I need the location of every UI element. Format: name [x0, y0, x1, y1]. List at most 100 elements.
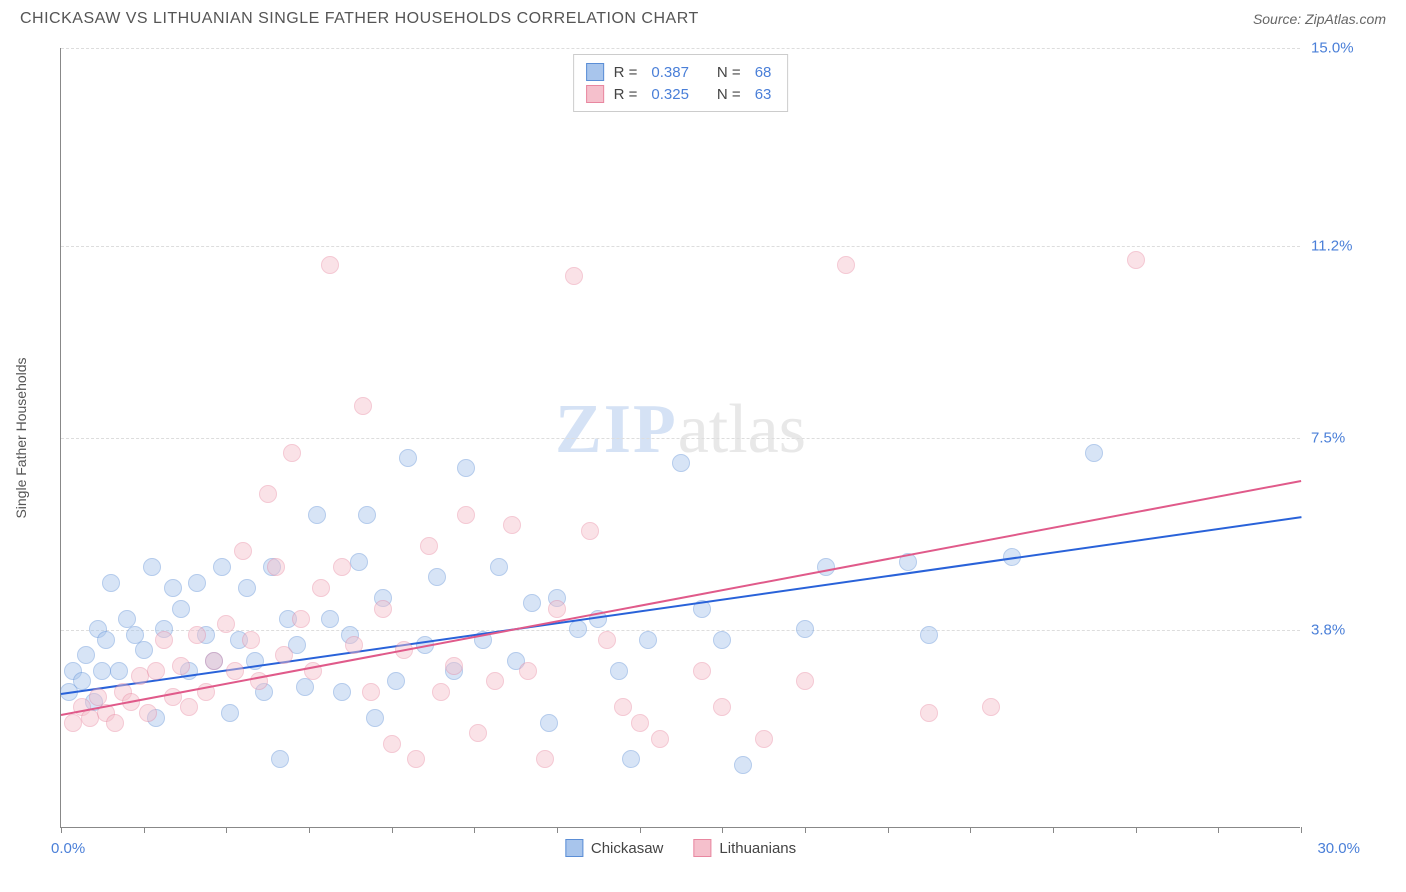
x-tick	[1218, 827, 1219, 833]
data-point	[598, 631, 616, 649]
legend-series-name: Chickasaw	[591, 840, 664, 857]
data-point	[283, 444, 301, 462]
watermark-zip: ZIP	[555, 391, 678, 468]
gridline	[61, 48, 1300, 49]
data-point	[457, 459, 475, 477]
data-point	[614, 698, 632, 716]
data-point	[490, 558, 508, 576]
data-point	[345, 636, 363, 654]
x-tick	[640, 827, 641, 833]
source-attribution: Source: ZipAtlas.com	[1253, 11, 1386, 27]
data-point	[457, 506, 475, 524]
data-point	[350, 553, 368, 571]
data-point	[172, 600, 190, 618]
data-point	[234, 542, 252, 560]
data-point	[407, 750, 425, 768]
data-point	[581, 522, 599, 540]
data-point	[188, 574, 206, 592]
data-point	[164, 579, 182, 597]
data-point	[77, 646, 95, 664]
data-point	[374, 600, 392, 618]
data-point	[106, 714, 124, 732]
legend-row: R = 0.325N = 63	[586, 83, 776, 105]
data-point	[213, 558, 231, 576]
data-point	[143, 558, 161, 576]
data-point	[639, 631, 657, 649]
legend-n-value: 68	[755, 64, 772, 81]
legend-r-label: R =	[614, 64, 638, 81]
data-point	[982, 698, 1000, 716]
data-point	[188, 626, 206, 644]
data-point	[312, 579, 330, 597]
scatter-chart: Single Father Households ZIPatlas 0.0% 3…	[60, 48, 1300, 828]
data-point	[131, 667, 149, 685]
x-tick	[557, 827, 558, 833]
data-point	[383, 735, 401, 753]
x-tick	[1301, 827, 1302, 833]
data-point	[205, 652, 223, 670]
y-axis-title: Single Father Households	[13, 357, 29, 518]
trendline	[61, 480, 1301, 716]
data-point	[321, 256, 339, 274]
data-point	[259, 485, 277, 503]
data-point	[242, 631, 260, 649]
data-point	[97, 631, 115, 649]
data-point	[147, 662, 165, 680]
data-point	[920, 704, 938, 722]
data-point	[796, 672, 814, 690]
data-point	[1085, 444, 1103, 462]
legend-row: R = 0.387 N = 68	[586, 61, 776, 83]
data-point	[93, 662, 111, 680]
x-tick	[722, 827, 723, 833]
data-point	[333, 683, 351, 701]
data-point	[292, 610, 310, 628]
source-name: ZipAtlas.com	[1305, 11, 1386, 27]
data-point	[920, 626, 938, 644]
data-point	[321, 610, 339, 628]
legend-swatch-icon	[586, 63, 604, 81]
data-point	[221, 704, 239, 722]
y-tick-label: 11.2%	[1311, 237, 1352, 254]
x-tick	[888, 827, 889, 833]
data-point	[110, 662, 128, 680]
data-point	[631, 714, 649, 732]
data-point	[817, 558, 835, 576]
y-tick-label: 15.0%	[1311, 40, 1354, 57]
data-point	[155, 631, 173, 649]
data-point	[734, 756, 752, 774]
data-point	[267, 558, 285, 576]
data-point	[226, 662, 244, 680]
x-tick	[970, 827, 971, 833]
data-point	[713, 631, 731, 649]
x-tick	[1053, 827, 1054, 833]
x-tick	[1136, 827, 1137, 833]
data-point	[503, 516, 521, 534]
x-tick	[392, 827, 393, 833]
legend-r-value: 0.387	[651, 64, 689, 81]
x-tick	[61, 827, 62, 833]
legend-swatch-icon	[586, 85, 604, 103]
watermark-atlas: atlas	[678, 391, 806, 468]
data-point	[837, 256, 855, 274]
data-point	[420, 537, 438, 555]
data-point	[139, 704, 157, 722]
header: CHICKASAW VS LITHUANIAN SINGLE FATHER HO…	[0, 0, 1406, 34]
data-point	[217, 615, 235, 633]
legend-n-label: N =	[717, 64, 741, 81]
legend-n-label: N =	[717, 86, 741, 103]
data-point	[275, 646, 293, 664]
data-point	[622, 750, 640, 768]
data-point	[672, 454, 690, 472]
x-max-label: 30.0%	[1317, 840, 1360, 857]
data-point	[713, 698, 731, 716]
data-point	[569, 620, 587, 638]
chart-title: CHICKASAW VS LITHUANIAN SINGLE FATHER HO…	[20, 10, 699, 28]
data-point	[362, 683, 380, 701]
legend-swatch-icon	[693, 839, 711, 857]
data-point	[565, 267, 583, 285]
x-tick	[144, 827, 145, 833]
data-point	[172, 657, 190, 675]
data-point	[523, 594, 541, 612]
legend-r-value: 0.325	[651, 86, 689, 103]
x-min-label: 0.0%	[51, 840, 85, 857]
